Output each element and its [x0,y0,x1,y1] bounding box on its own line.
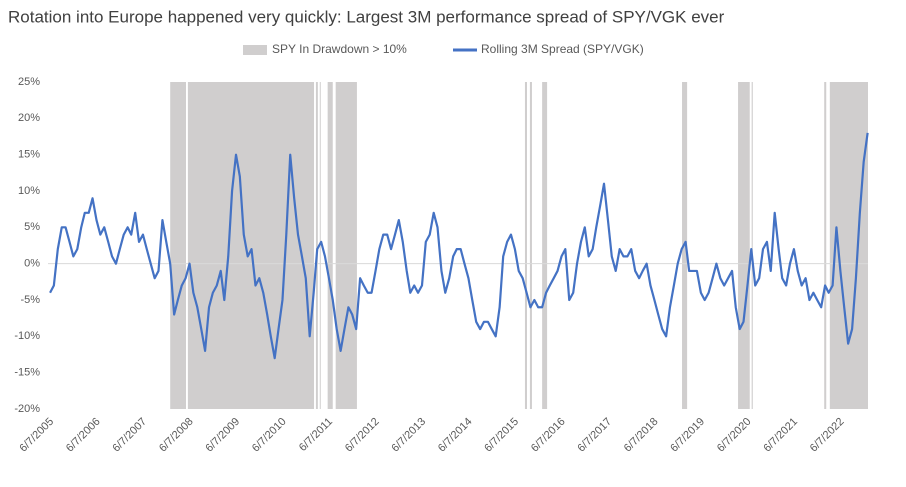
y-tick-label: 25% [18,76,40,88]
y-tick-label: -10% [14,330,40,342]
x-tick-label: 6/7/2007 [110,416,149,455]
legend-swatch [243,45,267,55]
drawdown-band [529,82,532,409]
y-tick-label: -15% [14,367,40,379]
x-tick-label: 6/7/2005 [17,416,56,455]
drawdown-band [738,82,750,409]
y-tick-label: -5% [20,294,40,306]
drawdown-band [327,82,333,409]
legend-label: SPY In Drawdown > 10% [272,42,407,56]
x-tick-label: 6/7/2014 [436,416,475,455]
x-tick-label: 6/7/2010 [250,416,289,455]
x-tick-label: 6/7/2021 [761,416,800,455]
x-tick-label: 6/7/2022 [808,416,847,455]
drawdown-band [824,82,827,409]
drawdown-band [315,82,318,409]
y-tick-label: 15% [18,149,40,161]
drawdown-band [187,82,315,409]
drawdown-band [542,82,548,409]
x-tick-label: 6/7/2011 [297,416,335,454]
chart-title: Rotation into Europe happened very quick… [8,7,725,26]
x-tick-label: 6/7/2018 [622,416,661,455]
x-tick-label: 6/7/2013 [389,416,428,455]
x-tick-label: 6/7/2012 [343,416,382,455]
x-tick-label: 6/7/2020 [715,416,754,455]
y-tick-label: 0% [24,258,40,270]
x-tick-label: 6/7/2008 [157,416,196,455]
drawdown-band [524,82,527,409]
x-tick-label: 6/7/2009 [203,416,242,455]
x-tick-label: 6/7/2016 [529,416,568,455]
x-tick-label: 6/7/2017 [575,416,614,455]
drawdown-band [170,82,186,409]
y-tick-label: 10% [18,185,40,197]
legend-label: Rolling 3M Spread (SPY/VGK) [481,42,644,56]
y-tick-label: 20% [18,112,40,124]
y-tick-label: -20% [14,403,40,415]
x-tick-label: 6/7/2006 [64,416,103,455]
spread-line [49,132,869,360]
drawdown-band [751,82,753,409]
x-tick-label: 6/7/2019 [668,416,707,455]
drawdown-band [335,82,357,409]
y-tick-label: 5% [24,221,40,233]
x-tick-label: 6/7/2015 [482,416,521,455]
